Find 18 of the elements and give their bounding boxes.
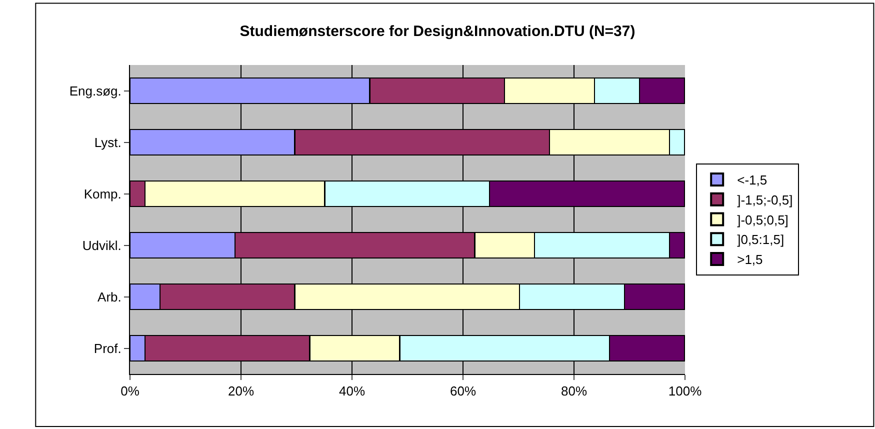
x-tick-label: 100% (668, 384, 702, 399)
x-tick-label: 0% (120, 384, 140, 399)
legend-label: ]-1,5;-0,5] (737, 192, 793, 208)
y-tick-label: Komp. (84, 186, 122, 202)
y-tick-label: Prof. (94, 340, 122, 356)
legend-label: <-1,5 (737, 172, 768, 188)
y-tick-label: Arb. (98, 289, 122, 304)
y-tick-label: Eng.søg. (69, 83, 122, 98)
y-tick-label: Udvikl. (82, 238, 122, 253)
legend-label: ]-0,5;0,5] (737, 212, 788, 228)
y-tick-label: Lyst. (94, 134, 122, 150)
x-tick-label: 80% (560, 384, 588, 399)
x-tick-label: 40% (338, 384, 366, 399)
chart-title: Studiemønsterscore for Design&Innovation.DTU (N=37) (240, 23, 636, 40)
legend-label: ]0,5:1,5] (737, 232, 784, 248)
legend-label: >1,5 (737, 252, 763, 268)
x-tick-label: 60% (450, 384, 476, 399)
x-tick-label: 20% (228, 384, 254, 399)
